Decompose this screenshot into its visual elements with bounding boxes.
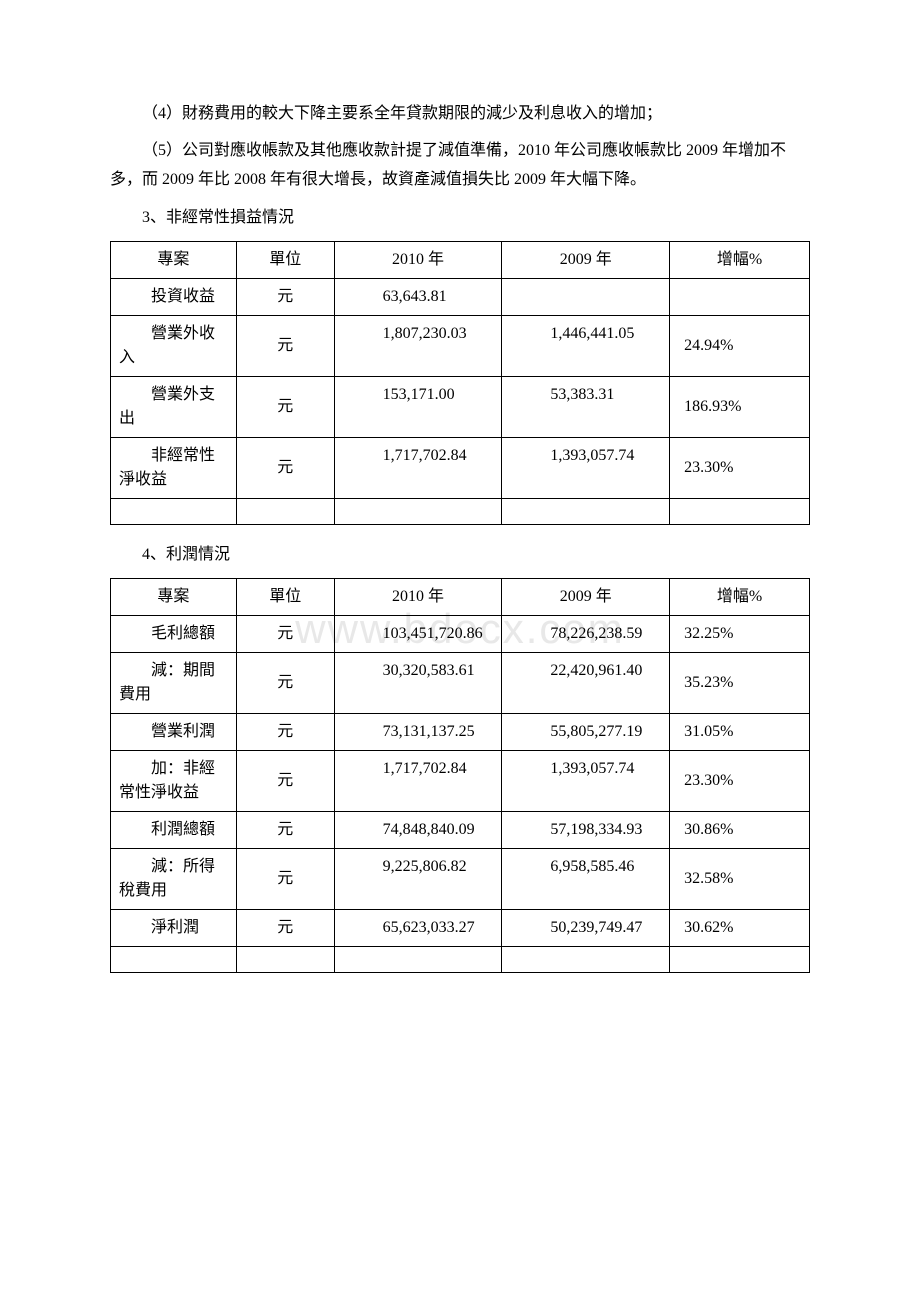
paragraph-4: （4）財務費用的較大下降主要系全年貸款期限的減少及利息收入的增加； [110, 100, 810, 129]
cell-unit: 元 [236, 615, 334, 652]
cell-2009: 50,239,749.47 [502, 909, 670, 946]
header-pct: 增幅% [670, 242, 810, 279]
header-item: 專案 [111, 242, 237, 279]
cell-unit: 元 [236, 377, 334, 438]
table-row: 毛利總額 元 103,451,720.86 78,226,238.59 32.2… [111, 615, 810, 652]
table-section4: 專案 單位 2010 年 2009 年 增幅% 毛利總額 元 103,451,7… [110, 578, 810, 973]
cell-unit: 元 [236, 750, 334, 811]
cell-2009: 57,198,334.93 [502, 811, 670, 848]
cell-2009: 55,805,277.19 [502, 713, 670, 750]
cell-2009: 53,383.31 [502, 377, 670, 438]
table-header-row: 專案 單位 2010 年 2009 年 增幅% [111, 578, 810, 615]
header-item: 專案 [111, 578, 237, 615]
cell-2010: 103,451,720.86 [334, 615, 502, 652]
cell-item: 加：非經常性淨收益 [111, 750, 237, 811]
cell-item: 毛利總額 [111, 615, 237, 652]
header-unit: 單位 [236, 578, 334, 615]
cell-item: 淨利潤 [111, 909, 237, 946]
cell-2009: 22,420,961.40 [502, 652, 670, 713]
cell-2010: 65,623,033.27 [334, 909, 502, 946]
cell-pct: 32.58% [670, 848, 810, 909]
cell-item: 非經常性淨收益 [111, 438, 237, 499]
cell-item: 減：期間費用 [111, 652, 237, 713]
cell-pct: 23.30% [670, 438, 810, 499]
cell-pct: 31.05% [670, 713, 810, 750]
cell-unit: 元 [236, 713, 334, 750]
cell-item: 營業外支出 [111, 377, 237, 438]
table-header-row: 專案 單位 2010 年 2009 年 增幅% [111, 242, 810, 279]
cell-2009: 78,226,238.59 [502, 615, 670, 652]
table-row: 營業利潤 元 73,131,137.25 55,805,277.19 31.05… [111, 713, 810, 750]
cell-pct [670, 279, 810, 316]
cell-2009: 6,958,585.46 [502, 848, 670, 909]
header-2009: 2009 年 [502, 242, 670, 279]
cell-pct: 30.86% [670, 811, 810, 848]
header-unit: 單位 [236, 242, 334, 279]
cell-2010: 73,131,137.25 [334, 713, 502, 750]
header-2009: 2009 年 [502, 578, 670, 615]
table-section3: 專案 單位 2010 年 2009 年 增幅% 投資收益 元 63,643.81… [110, 241, 810, 525]
table-row: 營業外收入 元 1,807,230.03 1,446,441.05 24.94% [111, 316, 810, 377]
cell-unit: 元 [236, 279, 334, 316]
cell-pct: 186.93% [670, 377, 810, 438]
cell-item: 減：所得稅費用 [111, 848, 237, 909]
cell-2010: 1,807,230.03 [334, 316, 502, 377]
table-row: 利潤總額 元 74,848,840.09 57,198,334.93 30.86… [111, 811, 810, 848]
header-pct: 增幅% [670, 578, 810, 615]
table-row: 淨利潤 元 65,623,033.27 50,239,749.47 30.62% [111, 909, 810, 946]
cell-pct: 23.30% [670, 750, 810, 811]
document-content: （4）財務費用的較大下降主要系全年貸款期限的減少及利息收入的增加； （5）公司對… [110, 100, 810, 973]
cell-pct: 32.25% [670, 615, 810, 652]
table-row: 減：所得稅費用 元 9,225,806.82 6,958,585.46 32.5… [111, 848, 810, 909]
table-blank-row [111, 499, 810, 525]
table-row: 投資收益 元 63,643.81 [111, 279, 810, 316]
table-row: 非經常性淨收益 元 1,717,702.84 1,393,057.74 23.3… [111, 438, 810, 499]
cell-unit: 元 [236, 909, 334, 946]
cell-pct: 35.23% [670, 652, 810, 713]
table-row: 減：期間費用 元 30,320,583.61 22,420,961.40 35.… [111, 652, 810, 713]
cell-2009: 1,393,057.74 [502, 438, 670, 499]
table-blank-row [111, 946, 810, 972]
header-2010: 2010 年 [334, 578, 502, 615]
cell-pct: 30.62% [670, 909, 810, 946]
cell-item: 營業利潤 [111, 713, 237, 750]
cell-2009 [502, 279, 670, 316]
table-row: 加：非經常性淨收益 元 1,717,702.84 1,393,057.74 23… [111, 750, 810, 811]
header-2010: 2010 年 [334, 242, 502, 279]
cell-item: 營業外收入 [111, 316, 237, 377]
cell-pct: 24.94% [670, 316, 810, 377]
cell-2010: 9,225,806.82 [334, 848, 502, 909]
cell-2009: 1,393,057.74 [502, 750, 670, 811]
cell-unit: 元 [236, 811, 334, 848]
cell-2010: 153,171.00 [334, 377, 502, 438]
section3-title: 3、非經常性損益情況 [110, 204, 810, 233]
paragraph-5: （5）公司對應收帳款及其他應收款計提了減值準備，2010 年公司應收帳款比 20… [110, 137, 810, 195]
cell-unit: 元 [236, 438, 334, 499]
cell-item: 投資收益 [111, 279, 237, 316]
cell-2010: 1,717,702.84 [334, 438, 502, 499]
cell-2010: 30,320,583.61 [334, 652, 502, 713]
cell-unit: 元 [236, 316, 334, 377]
cell-2010: 74,848,840.09 [334, 811, 502, 848]
table-row: 營業外支出 元 153,171.00 53,383.31 186.93% [111, 377, 810, 438]
cell-2010: 1,717,702.84 [334, 750, 502, 811]
cell-item: 利潤總額 [111, 811, 237, 848]
cell-2010: 63,643.81 [334, 279, 502, 316]
cell-2009: 1,446,441.05 [502, 316, 670, 377]
cell-unit: 元 [236, 848, 334, 909]
section4-title: 4、利潤情況 [110, 541, 810, 570]
cell-unit: 元 [236, 652, 334, 713]
